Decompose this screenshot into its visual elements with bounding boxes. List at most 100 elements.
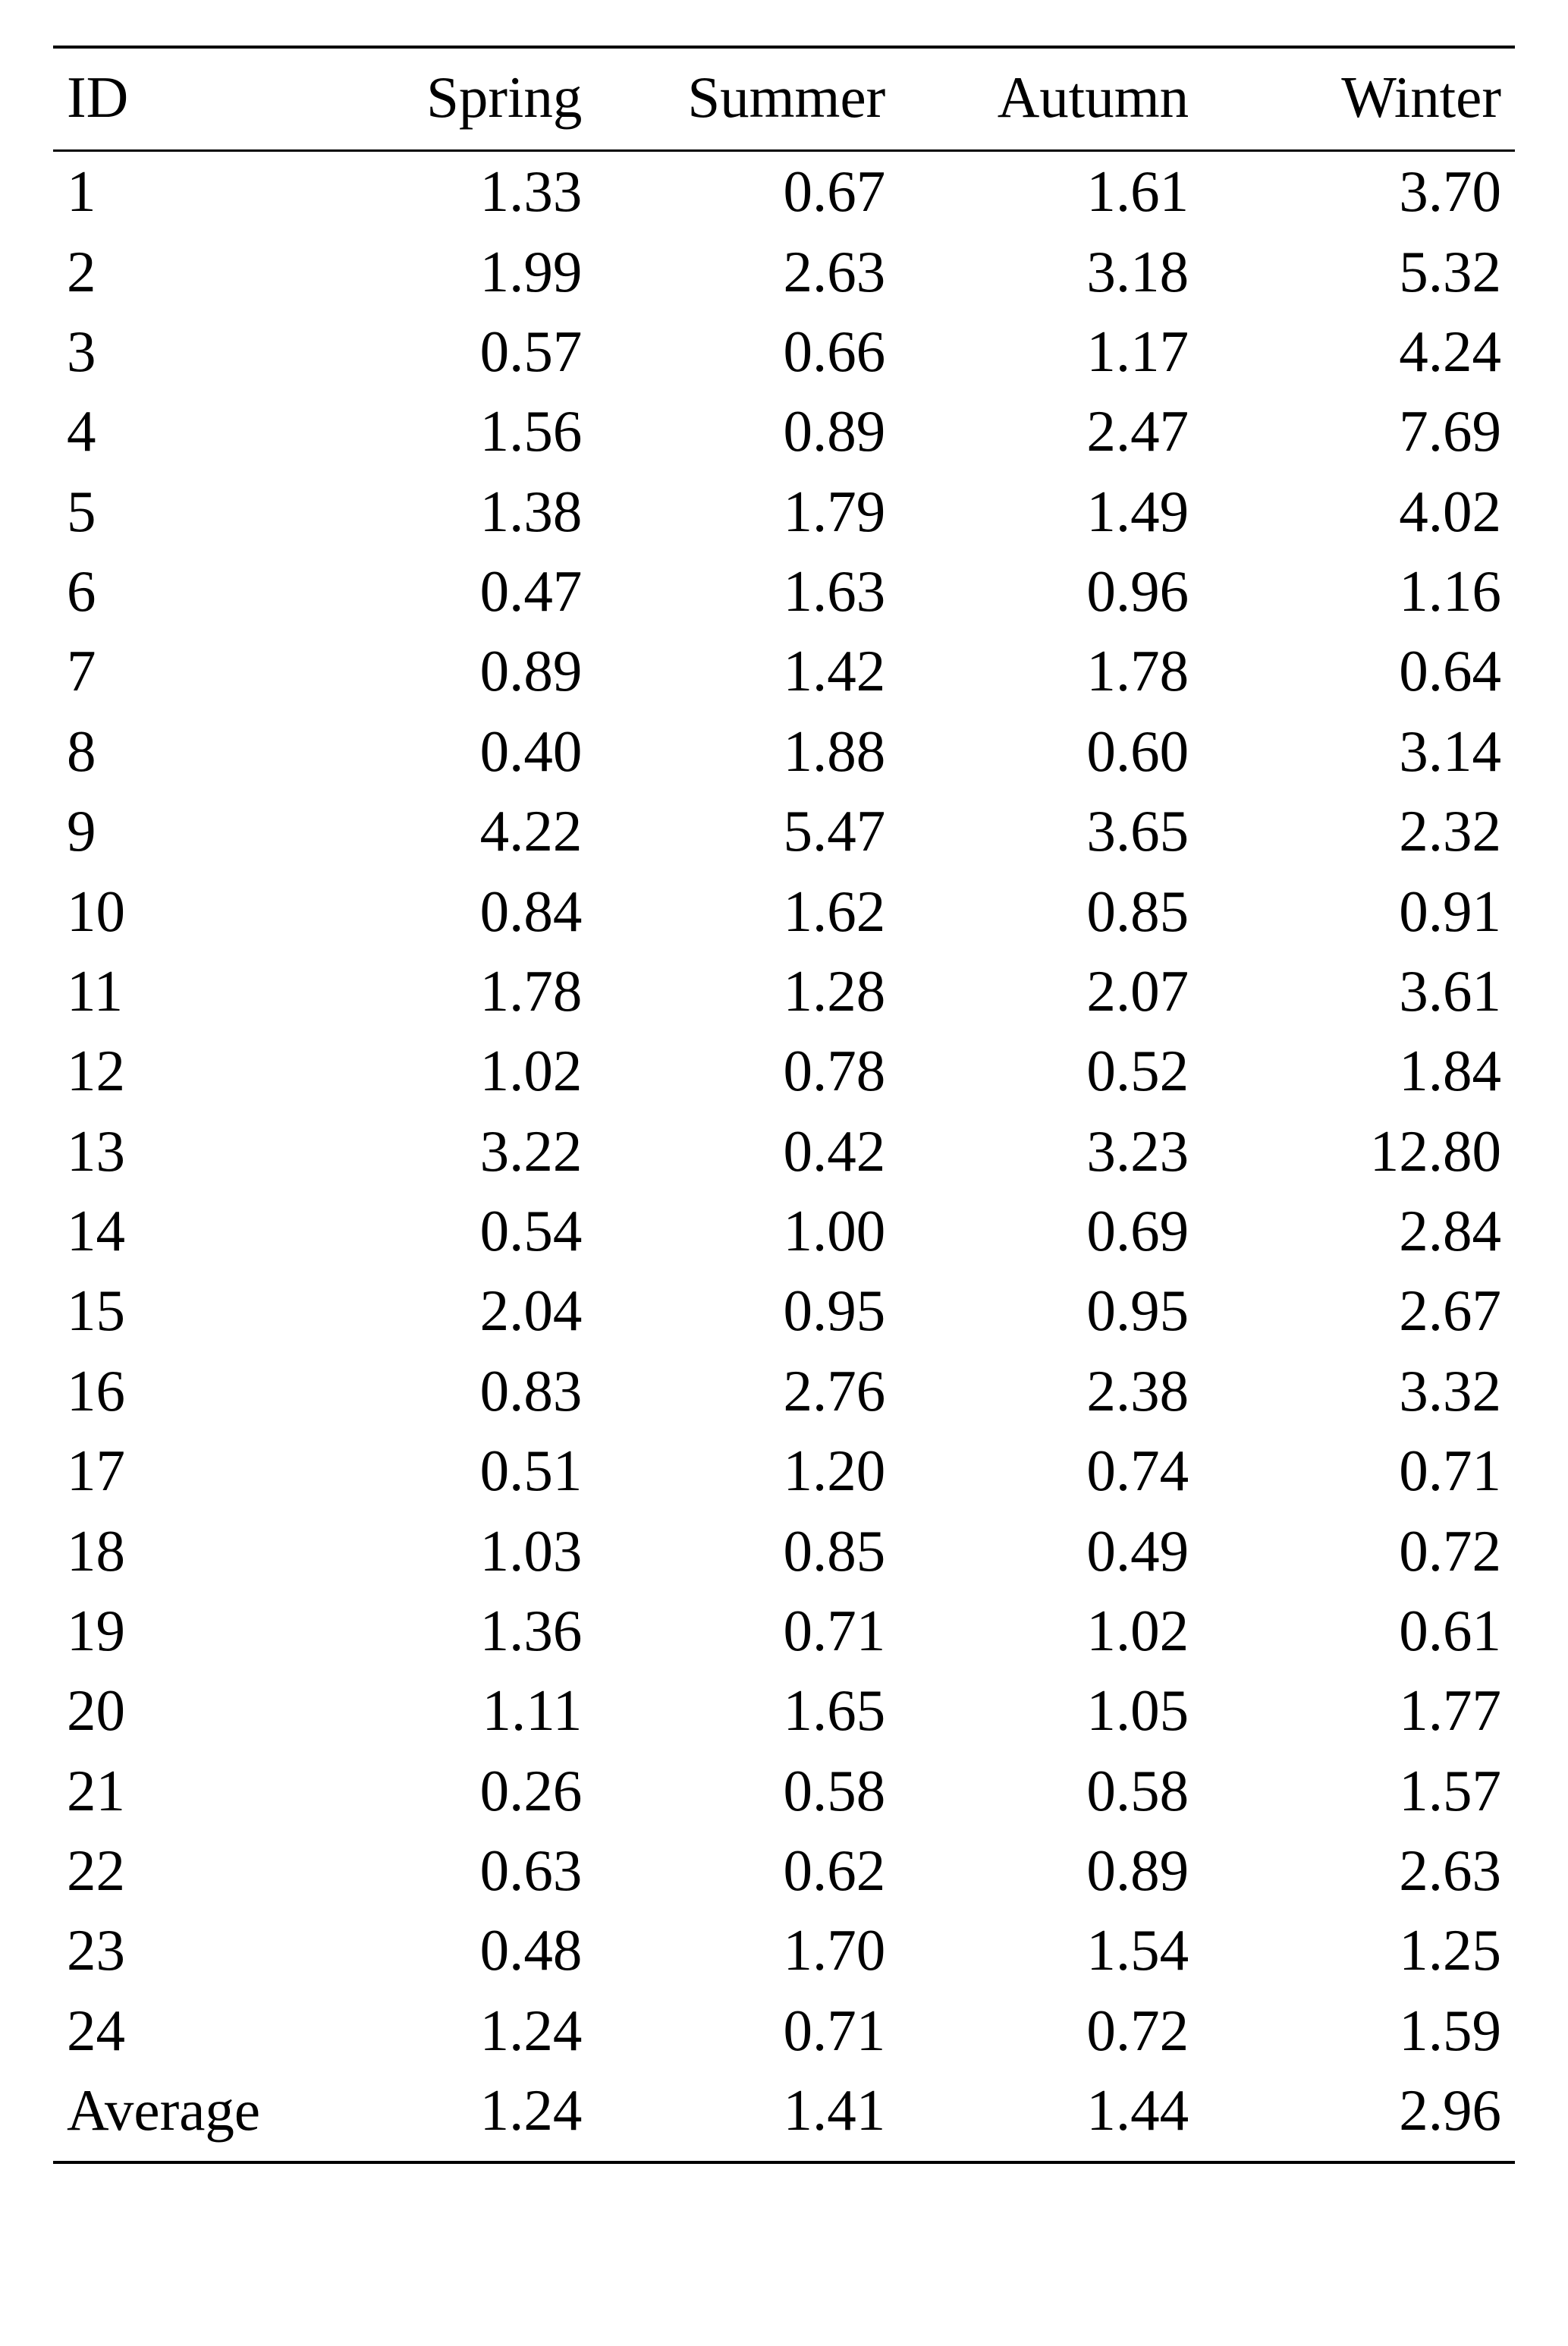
cell-autumn: 0.60 [908,712,1211,791]
cell-spring: 0.54 [302,1191,605,1271]
cell-summer: 0.71 [605,1591,908,1671]
cell-winter: 3.61 [1211,951,1515,1031]
cell-autumn: 0.85 [908,871,1211,951]
table-row: 60.471.630.961.16 [53,552,1515,631]
cell-summer: 0.78 [605,1031,908,1111]
cell-summer: 0.89 [605,392,908,471]
cell-spring: 0.83 [302,1351,605,1431]
cell-winter: 2.32 [1211,791,1515,871]
cell-autumn: 1.17 [908,312,1211,392]
cell-id: 6 [53,552,302,631]
table-header-row: ID Spring Summer Autumn Winter [53,47,1515,151]
cell-spring: 0.47 [302,552,605,631]
cell-spring: 0.26 [302,1751,605,1831]
cell-spring: 1.11 [302,1671,605,1750]
cell-id: 5 [53,472,302,552]
cell-summer: 1.41 [605,2071,908,2162]
cell-winter: 2.96 [1211,2071,1515,2162]
cell-spring: 1.99 [302,231,605,311]
table-row: 94.225.473.652.32 [53,791,1515,871]
cell-autumn: 0.95 [908,1271,1211,1351]
cell-id: 7 [53,631,302,711]
cell-winter: 1.16 [1211,552,1515,631]
cell-autumn: 0.49 [908,1511,1211,1590]
cell-id: 9 [53,791,302,871]
cell-id: 18 [53,1511,302,1590]
cell-summer: 2.63 [605,231,908,311]
cell-winter: 3.32 [1211,1351,1515,1431]
cell-autumn: 1.54 [908,1910,1211,1990]
table-row: 170.511.200.740.71 [53,1431,1515,1511]
cell-summer: 1.63 [605,552,908,631]
cell-spring: 1.03 [302,1511,605,1590]
cell-winter: 1.25 [1211,1910,1515,1990]
cell-autumn: 2.47 [908,392,1211,471]
cell-id: 12 [53,1031,302,1111]
cell-spring: 0.51 [302,1431,605,1511]
cell-winter: 7.69 [1211,392,1515,471]
cell-spring: 0.40 [302,712,605,791]
table-row: 181.030.850.490.72 [53,1511,1515,1590]
table-row: 121.020.780.521.84 [53,1031,1515,1111]
cell-id: 16 [53,1351,302,1431]
cell-spring: 1.38 [302,472,605,552]
seasonal-data-table: ID Spring Summer Autumn Winter 11.330.67… [53,46,1515,2164]
col-header-spring: Spring [302,47,605,151]
cell-autumn: 3.65 [908,791,1211,871]
cell-autumn: 0.72 [908,1991,1211,2071]
cell-spring: 1.24 [302,2071,605,2162]
col-header-winter: Winter [1211,47,1515,151]
cell-id: 2 [53,231,302,311]
table-row: 220.630.620.892.63 [53,1831,1515,1910]
cell-winter: 4.02 [1211,472,1515,552]
cell-summer: 5.47 [605,791,908,871]
cell-spring: 0.84 [302,871,605,951]
cell-spring: 1.78 [302,951,605,1031]
table-row: 160.832.762.383.32 [53,1351,1515,1431]
table-row: 70.891.421.780.64 [53,631,1515,711]
table-row: 140.541.000.692.84 [53,1191,1515,1271]
cell-spring: 0.89 [302,631,605,711]
cell-winter: 2.67 [1211,1271,1515,1351]
table-row: 100.841.620.850.91 [53,871,1515,951]
cell-winter: 1.84 [1211,1031,1515,1111]
table-row: 80.401.880.603.14 [53,712,1515,791]
cell-winter: 0.72 [1211,1511,1515,1590]
cell-winter: 0.71 [1211,1431,1515,1511]
cell-autumn: 1.61 [908,151,1211,232]
table-row: 133.220.423.2312.80 [53,1112,1515,1191]
table-row: 30.570.661.174.24 [53,312,1515,392]
cell-winter: 2.84 [1211,1191,1515,1271]
table-row: 241.240.710.721.59 [53,1991,1515,2071]
cell-winter: 1.77 [1211,1671,1515,1750]
cell-autumn: 3.18 [908,231,1211,311]
table-row-average: Average1.241.411.442.96 [53,2071,1515,2162]
cell-winter: 4.24 [1211,312,1515,392]
cell-summer: 1.20 [605,1431,908,1511]
cell-summer: 0.71 [605,1991,908,2071]
cell-spring: 1.56 [302,392,605,471]
cell-winter: 1.57 [1211,1751,1515,1831]
cell-winter: 3.14 [1211,712,1515,791]
cell-id: 21 [53,1751,302,1831]
cell-autumn: 1.05 [908,1671,1211,1750]
cell-summer: 1.00 [605,1191,908,1271]
col-header-autumn: Autumn [908,47,1211,151]
table-row: 152.040.950.952.67 [53,1271,1515,1351]
cell-summer: 0.58 [605,1751,908,1831]
cell-autumn: 1.49 [908,472,1211,552]
cell-spring: 4.22 [302,791,605,871]
cell-id: 3 [53,312,302,392]
cell-winter: 2.63 [1211,1831,1515,1910]
cell-spring: 0.63 [302,1831,605,1910]
page: ID Spring Summer Autumn Winter 11.330.67… [0,0,1568,2346]
cell-winter: 0.64 [1211,631,1515,711]
table-row: 21.992.633.185.32 [53,231,1515,311]
cell-summer: 0.66 [605,312,908,392]
cell-id: 1 [53,151,302,232]
cell-winter: 12.80 [1211,1112,1515,1191]
cell-spring: 2.04 [302,1271,605,1351]
cell-spring: 1.36 [302,1591,605,1671]
cell-id: Average [53,2071,302,2162]
cell-summer: 0.67 [605,151,908,232]
